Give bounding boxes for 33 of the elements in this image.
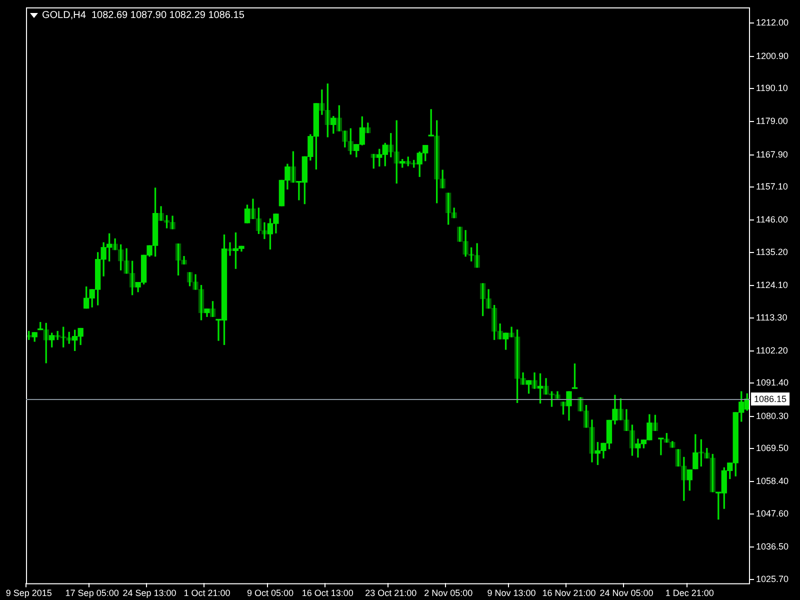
- x-tick-label: 16 Oct 13:00: [302, 588, 354, 598]
- x-tick-label: 24 Sep 13:00: [122, 588, 176, 598]
- y-tick-label: 1113.30: [756, 312, 788, 322]
- y-tick-label: 1080.30: [756, 410, 789, 421]
- y-tick-label: 1036.50: [756, 542, 789, 552]
- chart-title: GOLD,H4 1082.69 1087.90 1082.29 1086.15: [42, 10, 244, 21]
- candlestick: [658, 438, 664, 456]
- y-tick-label: 1025.70: [756, 574, 789, 584]
- y-tick-label: 1200.90: [756, 50, 789, 61]
- y-tick-label: 1091.40: [756, 378, 789, 388]
- y-tick-label: 1135.20: [756, 246, 788, 257]
- y-tick-label: 1179.00: [756, 116, 788, 126]
- x-tick-label: 1 Oct 21:00: [184, 588, 230, 598]
- x-tick-label: 1 Dec 21:00: [665, 588, 714, 598]
- y-tick-label: 1212.00: [756, 18, 789, 28]
- y-tick-label: 1069.50: [756, 443, 789, 454]
- ref-line-label: 1086.15: [754, 394, 787, 404]
- x-tick-label: 9 Oct 05:00: [246, 588, 294, 598]
- y-tick-label: 1124.10: [756, 280, 788, 290]
- x-tick-label: 23 Oct 21:00: [365, 588, 417, 598]
- x-tick-label: 9 Nov 13:00: [487, 588, 536, 598]
- x-tick-label: 17 Sep 05:00: [65, 588, 119, 598]
- y-tick-label: 1047.60: [756, 508, 789, 518]
- y-tick-label: 1146.00: [756, 214, 788, 225]
- y-tick-label: 1167.90: [756, 149, 788, 160]
- x-tick-label: 16 Nov 21:00: [542, 588, 596, 598]
- x-tick-label: 9 Sep 2015: [6, 588, 52, 598]
- x-tick-label: 24 Nov 05:00: [600, 588, 654, 598]
- y-tick-label: 1102.20: [756, 345, 788, 356]
- y-tick-label: 1058.40: [756, 476, 789, 486]
- y-tick-label: 1157.10: [756, 182, 788, 192]
- x-tick-label: 2 Nov 05:00: [424, 588, 473, 598]
- y-tick-label: 1190.10: [756, 83, 788, 94]
